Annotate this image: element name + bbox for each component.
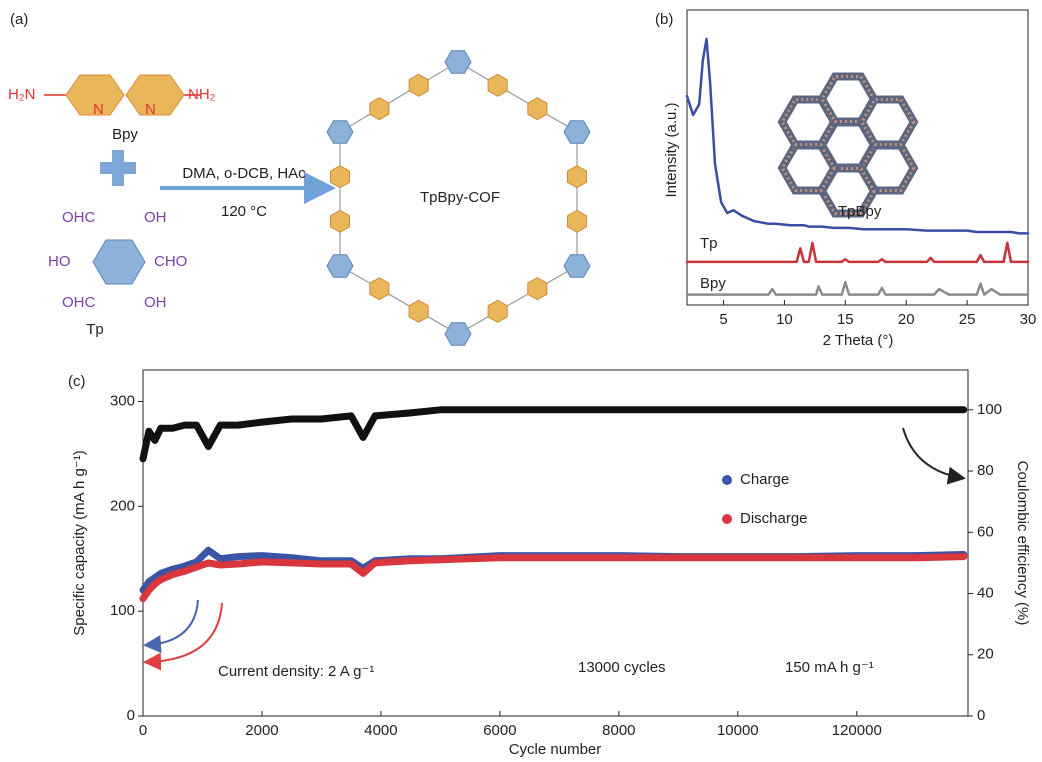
ring	[488, 300, 507, 322]
legend-label: Charge	[740, 471, 789, 488]
legend-marker	[722, 514, 732, 524]
tp-name: Tp	[86, 321, 104, 338]
amine: NH₂	[188, 86, 216, 103]
ring	[370, 98, 389, 120]
y-tick-label: 100	[110, 602, 135, 619]
x-axis-title: 2 Theta (°)	[823, 332, 894, 349]
ring-n: N	[145, 101, 156, 118]
series-label: TpBpy	[838, 203, 882, 220]
ring	[488, 74, 507, 96]
series-label: Tp	[700, 235, 718, 252]
series-line	[687, 243, 1028, 262]
y2-tick-label: 100	[977, 401, 1002, 418]
group: HO	[48, 253, 71, 270]
ring	[93, 240, 145, 284]
ring	[331, 166, 350, 188]
ring	[528, 98, 547, 120]
x-tick-label: 0	[139, 722, 147, 739]
group: CHO	[154, 253, 187, 270]
annotation: Current density: 2 A g⁻¹	[218, 663, 374, 680]
x-tick-label: 5	[719, 311, 727, 328]
annotation: 13000 cycles	[578, 659, 666, 676]
x-tick-label: 10	[776, 311, 793, 328]
y2-axis-title: Coulombic efficiency (%)	[1014, 461, 1031, 626]
x-tick-label: 4000	[364, 722, 397, 739]
ring	[528, 278, 547, 300]
ring	[370, 278, 389, 300]
ring	[564, 121, 590, 144]
y-tick-label: 0	[127, 707, 135, 724]
y-axis-title: Intensity (a.u.)	[663, 102, 680, 197]
y-axis-title: Specific capacity (mA h g⁻¹)	[71, 450, 88, 635]
ring	[409, 74, 428, 96]
ring	[327, 121, 353, 144]
series-line	[143, 557, 964, 599]
legend-marker	[722, 475, 732, 485]
y2-tick-label: 80	[977, 462, 994, 479]
bpy-name: Bpy	[112, 126, 138, 143]
x-tick-label: 25	[959, 311, 976, 328]
bond	[458, 62, 577, 132]
y2-tick-label: 60	[977, 523, 994, 540]
x-tick-label: 8000	[602, 722, 635, 739]
x-tick-label: 2000	[245, 722, 278, 739]
y-tick-label: 200	[110, 497, 135, 514]
ring	[445, 51, 471, 74]
group: OH	[144, 294, 167, 311]
ring	[568, 166, 587, 188]
x-axis-title: Cycle number	[509, 741, 602, 758]
annotation: 150 mA h g⁻¹	[785, 659, 874, 676]
legend-label: Discharge	[740, 510, 808, 527]
y2-tick-label: 20	[977, 646, 994, 663]
ring	[445, 323, 471, 346]
x-tick-label: 10000	[717, 722, 759, 739]
product: TpBpy-COF	[420, 189, 500, 206]
figure: (a) H₂N NH₂ N N Bpy DMA, o-DCB, HAc 120 …	[0, 0, 1042, 762]
bond	[458, 266, 577, 334]
amine: H₂N	[8, 86, 36, 103]
series-label: Bpy	[700, 275, 726, 292]
x-tick-label: 6000	[483, 722, 516, 739]
x-tick-label: 20	[898, 311, 915, 328]
ring	[331, 210, 350, 232]
arrow	[903, 428, 962, 478]
x-tick-label: 120000	[832, 722, 882, 739]
series-line	[143, 410, 964, 459]
series-line	[687, 282, 1028, 294]
bond	[340, 62, 458, 132]
temperature: 120 °C	[221, 203, 267, 220]
x-tick-label: 15	[837, 311, 854, 328]
panel-label: (c)	[68, 373, 86, 390]
group: OHC	[62, 294, 96, 311]
x-tick-label: 30	[1020, 311, 1037, 328]
ring-n: N	[93, 101, 104, 118]
ring	[568, 210, 587, 232]
panel-label: (b)	[655, 11, 673, 28]
ring	[409, 300, 428, 322]
bond	[340, 266, 458, 334]
group: OHC	[62, 209, 96, 226]
y2-tick-label: 0	[977, 707, 985, 724]
y-tick-label: 300	[110, 392, 135, 409]
conditions: DMA, o-DCB, HAc	[182, 165, 306, 182]
ring	[327, 255, 353, 278]
scheme: (a) H₂N NH₂ N N Bpy DMA, o-DCB, HAc 120 …	[8, 11, 500, 338]
y2-tick-label: 40	[977, 584, 994, 601]
plus	[100, 150, 136, 186]
panel-label: (a)	[10, 11, 28, 28]
page: (a) H₂N NH₂ N N Bpy DMA, o-DCB, HAc 120 …	[0, 0, 1042, 762]
group: OH	[144, 209, 167, 226]
ring	[564, 255, 590, 278]
arrow	[147, 600, 198, 645]
